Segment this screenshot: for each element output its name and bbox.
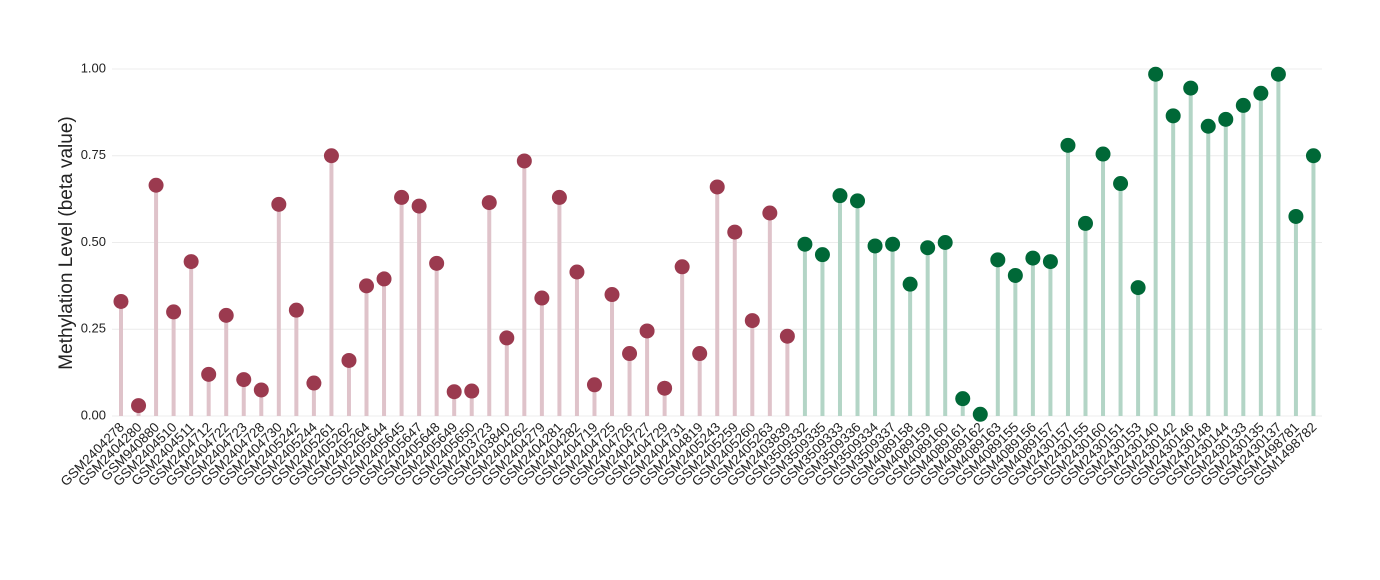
dot <box>1148 66 1164 82</box>
dot <box>183 254 199 270</box>
dot <box>323 148 339 164</box>
dot <box>972 406 988 422</box>
dot <box>113 293 129 309</box>
dot <box>464 383 480 399</box>
dot <box>236 372 252 388</box>
dot <box>253 382 269 398</box>
dot <box>797 236 813 252</box>
y-tick-label: 0.25 <box>81 321 106 336</box>
dot <box>639 323 655 339</box>
y-axis-label: Methylation Level (beta value) <box>56 116 77 369</box>
dot <box>850 193 866 209</box>
dot <box>1288 208 1304 224</box>
dot <box>885 236 901 252</box>
dot <box>288 302 304 318</box>
dot <box>744 313 760 329</box>
dot <box>376 271 392 287</box>
dot <box>481 195 497 211</box>
dot <box>1113 176 1129 192</box>
dot <box>622 346 638 362</box>
dot <box>1270 66 1286 82</box>
dot <box>657 380 673 396</box>
dot <box>1130 280 1146 296</box>
dot <box>1165 108 1181 124</box>
dot <box>429 255 445 271</box>
dot <box>131 398 147 414</box>
y-tick-label: 0.00 <box>81 407 106 422</box>
dot <box>779 328 795 344</box>
dot <box>937 235 953 250</box>
dot <box>867 238 883 254</box>
dot <box>271 196 287 212</box>
dot <box>1183 80 1199 96</box>
dot <box>709 179 725 195</box>
dot <box>201 366 217 382</box>
dot <box>674 259 690 275</box>
dot <box>411 198 427 214</box>
dot <box>166 304 182 320</box>
dot <box>1095 146 1111 162</box>
dot <box>516 153 532 169</box>
y-tick-label: 0.50 <box>81 234 106 249</box>
dot <box>727 224 743 240</box>
dot <box>1060 137 1076 153</box>
y-tick-label: 0.75 <box>81 147 106 162</box>
dot <box>1218 111 1234 127</box>
dot <box>446 384 462 400</box>
dot <box>692 346 708 362</box>
dot <box>569 264 585 280</box>
dot <box>1235 97 1251 113</box>
dot <box>1007 267 1023 283</box>
dot <box>218 307 234 323</box>
dot <box>306 375 322 391</box>
dot <box>902 276 918 292</box>
dot <box>1253 85 1269 101</box>
dot <box>814 247 830 263</box>
dot <box>1025 250 1041 266</box>
dot <box>762 205 778 221</box>
dot <box>341 352 357 368</box>
dot <box>1077 215 1093 231</box>
dot <box>534 290 550 306</box>
y-tick-label: 1.00 <box>81 60 106 75</box>
dot <box>832 188 848 204</box>
dot <box>586 377 602 393</box>
dot <box>499 330 515 346</box>
dot <box>990 252 1006 268</box>
dot <box>1305 148 1321 164</box>
dot <box>920 240 936 256</box>
dot <box>955 391 971 407</box>
dot <box>604 287 620 303</box>
dot <box>394 189 410 205</box>
dot <box>551 189 567 205</box>
dot <box>148 177 164 193</box>
dot <box>359 278 375 294</box>
dot <box>1042 254 1058 270</box>
dot <box>1200 118 1216 134</box>
